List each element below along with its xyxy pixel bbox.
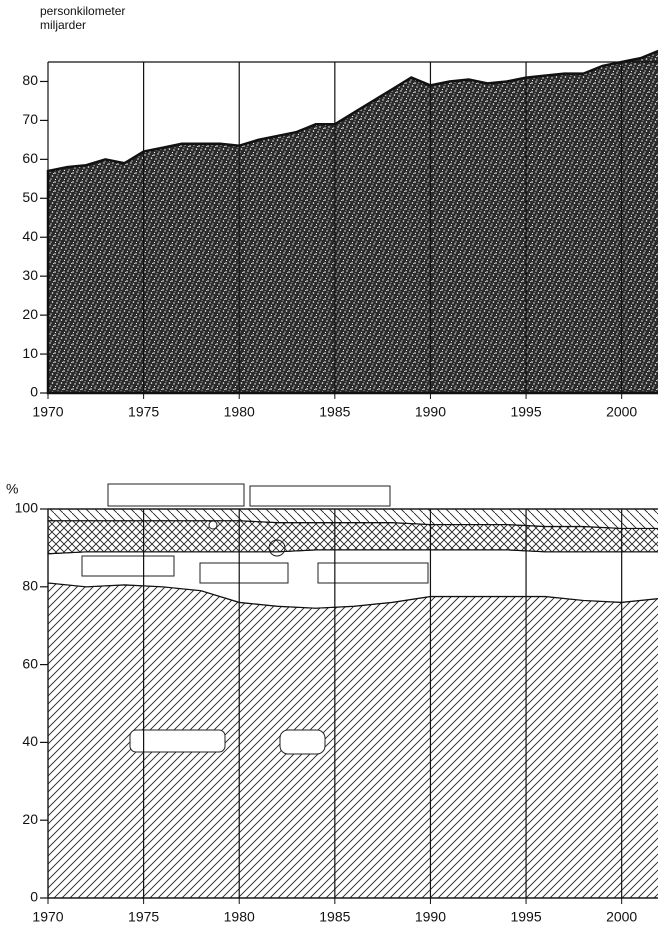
x-tick-label: 2000 — [606, 404, 637, 420]
x-tick-label: 1980 — [224, 909, 255, 925]
x-tick-label: 1970 — [32, 909, 63, 925]
y-tick-label: 20 — [22, 811, 38, 827]
x-tick-label: 1970 — [32, 404, 63, 420]
x-tick-label: 1995 — [510, 404, 541, 420]
x-tick-label: 1980 — [224, 404, 255, 420]
icons — [81, 483, 429, 755]
y-axis-label: personkilometer — [40, 4, 125, 18]
x-tick-label: 1990 — [415, 909, 446, 925]
x-tick-label: 1985 — [319, 909, 350, 925]
x-tick-label: 1985 — [319, 404, 350, 420]
y-tick-label: 10 — [22, 345, 38, 361]
y-tick-label: 80 — [22, 72, 38, 88]
x-tick-label: 1975 — [128, 404, 159, 420]
y-tick-label: 20 — [22, 306, 38, 322]
area — [46, 49, 658, 395]
x-tick-label: 1975 — [128, 909, 159, 925]
y-tick-label: 50 — [22, 189, 38, 205]
y-tick-label: 100 — [15, 500, 39, 516]
y-tick-label: 70 — [22, 111, 38, 127]
x-tick-label: 2000 — [606, 909, 637, 925]
y-tick-label: 30 — [22, 267, 38, 283]
x-tick-label: 1990 — [415, 404, 446, 420]
y-tick-label: 40 — [22, 733, 38, 749]
y-tick-label: 0 — [30, 384, 38, 400]
y-tick-label: 80 — [22, 578, 38, 594]
y-axis-label: miljarder — [40, 18, 86, 32]
y-tick-label: 60 — [22, 655, 38, 671]
y-tick-label: 60 — [22, 150, 38, 166]
y-axis-label: % — [6, 481, 18, 497]
y-tick-label: 40 — [22, 228, 38, 244]
x-tick-label: 1995 — [510, 909, 541, 925]
y-tick-label: 0 — [30, 889, 38, 905]
